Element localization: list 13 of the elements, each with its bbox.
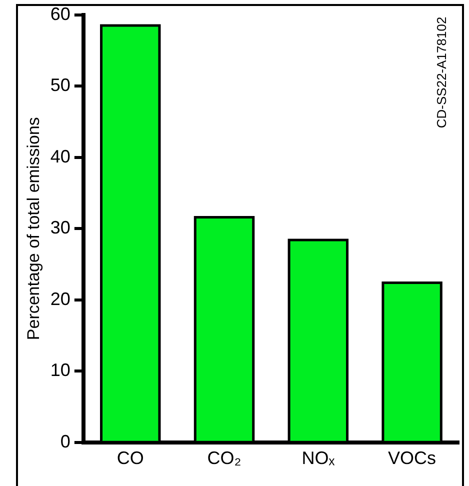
x-tick-label: NOₓ bbox=[302, 448, 335, 468]
x-tick-label: VOCs bbox=[388, 448, 436, 468]
y-tick-label: 60 bbox=[50, 4, 70, 24]
y-tick-label: 10 bbox=[50, 360, 70, 380]
y-tick-label: 30 bbox=[50, 218, 70, 238]
y-tick-label: 0 bbox=[60, 431, 70, 452]
y-tick-label: 20 bbox=[50, 288, 70, 309]
y-axis-title: Percentage of total emissions bbox=[24, 117, 43, 340]
y-tick-label: 40 bbox=[50, 146, 70, 166]
annotation: CD-SS22-A178102 bbox=[434, 16, 450, 128]
y-tick-label: 50 bbox=[50, 75, 70, 96]
x-tick-label: CO bbox=[116, 448, 144, 468]
x-tick-label: CO₂ bbox=[207, 448, 242, 468]
